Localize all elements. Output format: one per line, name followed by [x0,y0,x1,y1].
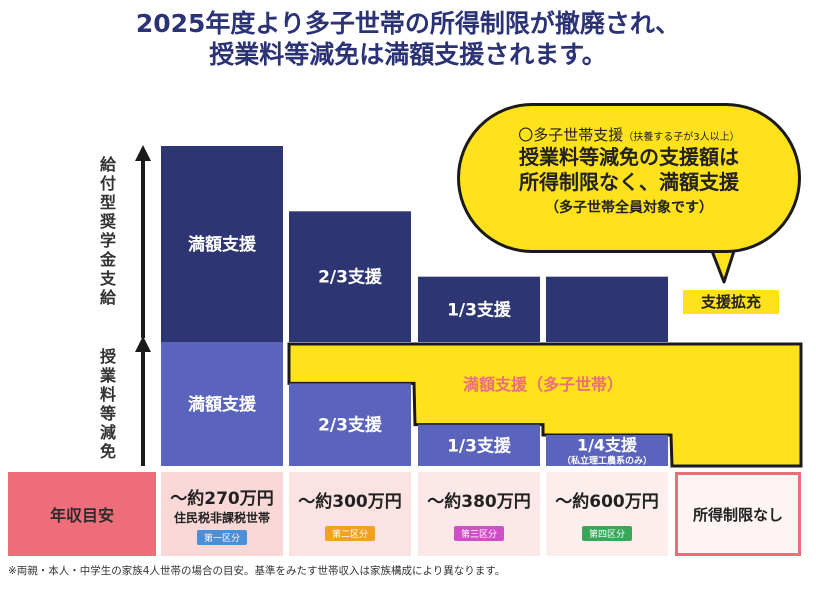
bracket-tag-2: 第二区分 [324,526,375,541]
scholarship-bar-label-3: 1/3支援 [447,299,512,320]
title-line-2: 授業料等減免は満額支援されます。 [209,40,607,69]
tuition-bar-label-3: 1/3支援 [447,435,512,456]
callout-tail [710,249,736,284]
callout-line-1-note: （扶養する子が3人以上） [623,132,740,143]
tuition-bar-4 [546,435,668,466]
scholarship-bar-4 [546,276,668,342]
tuition-bar-label-4: 1/4支援 [577,436,638,455]
upper-axis-label: 給付型奨学金支給 [99,155,116,307]
scholarship-bar-3 [418,276,540,342]
income-label-2: 〜約300万円 [298,492,402,512]
bracket-tag-4: 第四区分 [581,526,632,541]
income-sublabel-1: 住民税非課税世帯 [173,510,270,525]
expand-support-label: 支援拡充 [683,290,779,314]
footnote: ※両親・本人・中学生の家族4人世帯の場合の目安。基準をみたす世帯収入は家族構成に… [8,565,506,577]
axis-arrow-head-1 [135,145,151,161]
tuition-bar-3 [418,424,540,466]
scholarship-bar-label-1: 満額支援 [188,234,257,255]
bracket-tag-1: 第一区分 [196,529,247,545]
income-header: 年収目安 [8,472,156,556]
income-label-5: 所得制限なし [692,505,783,524]
income-label-1: 〜約270万円 [170,488,274,509]
lower-axis-label: 授業料等減免 [99,347,116,461]
income-cell-5: 所得制限なし [675,472,801,556]
income-cell-2: 〜約300万円 第二区分 [289,472,411,556]
axis-arrow-head-2 [135,336,151,352]
callout-line-4: （多子世帯全員対象です） [545,200,713,216]
tuition-bar-1 [161,342,283,466]
callout-line-3: 所得制限なく、満額支援 [519,170,739,194]
tuition-bar-sublabel-4: （私立理工農系のみ） [562,455,652,467]
title-line-1: 2025年度より多子世帯の所得制限が撤廃され、 [135,9,681,38]
scholarship-bar-1 [161,146,283,342]
income-label-4: 〜約600万円 [555,492,659,512]
multi-child-callout: 〇多子世帯支援（扶養する子が3人以上） 授業料等減免の支援額は 所得制限なく、満… [457,103,801,253]
bracket-tag-3: 第三区分 [453,526,504,541]
tuition-bar-2 [289,383,411,466]
income-cell-1: 〜約270万円 住民税非課税世帯 第一区分 [161,472,283,556]
multi-child-overlay-label: 満額支援（多子世帯） [463,375,623,394]
callout-line-2: 授業料等減免の支援額は [519,145,739,169]
page-title: 2025年度より多子世帯の所得制限が撤廃され、 授業料等減免は満額支援されます。 [0,8,816,70]
callout-line-1: 〇多子世帯支援 [518,126,624,144]
tuition-bar-label-2: 2/3支援 [318,415,383,436]
income-cell-4: 〜約600万円 第四区分 [546,472,668,556]
income-label-3: 〜約380万円 [427,492,531,512]
scholarship-bar-label-2: 2/3支援 [318,267,383,288]
income-cell-3: 〜約380万円 第三区分 [418,472,540,556]
tuition-bar-label-1: 満額支援 [188,394,257,415]
scholarship-bar-2 [289,211,411,342]
